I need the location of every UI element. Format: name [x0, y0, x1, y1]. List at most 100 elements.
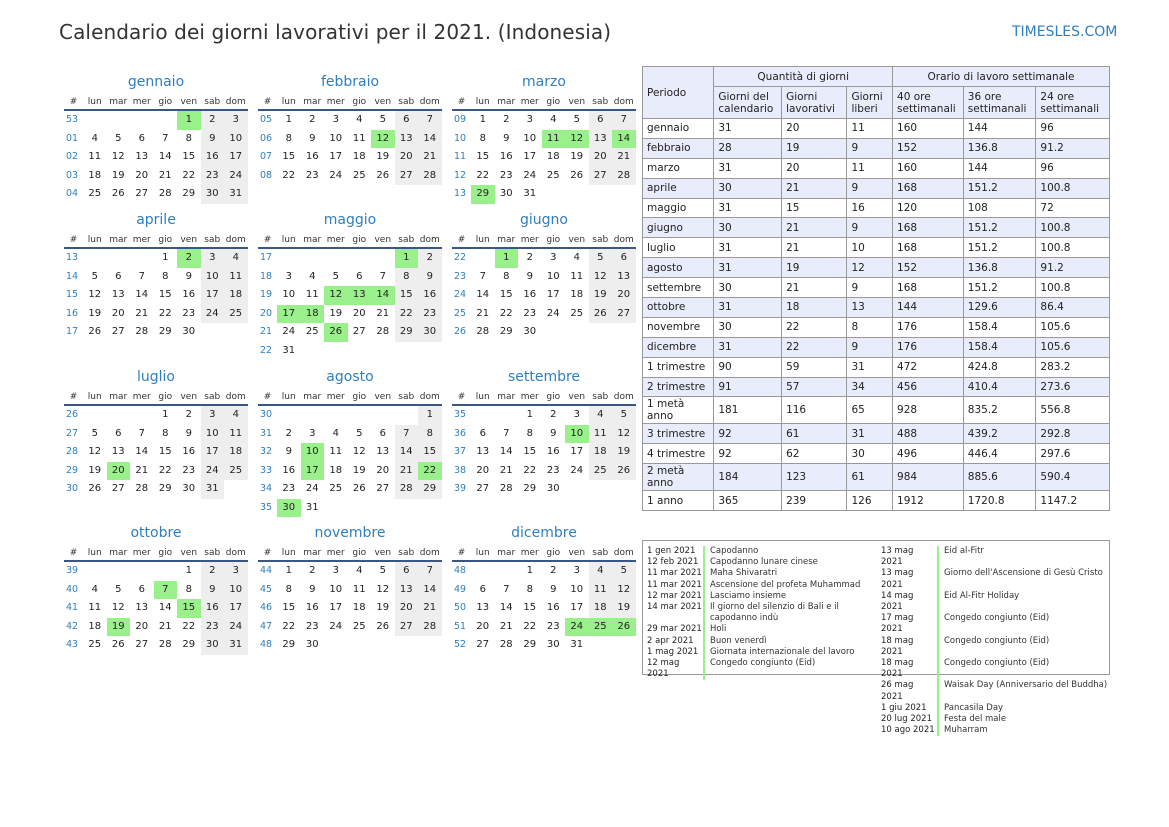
day-cell: 23: [499, 169, 513, 181]
value-cell: 91.2: [1035, 137, 1110, 159]
day-cell: 20: [376, 464, 390, 476]
day-cell: 13: [135, 151, 149, 162]
day-cell: 20: [135, 169, 149, 181]
table-row: 1 anno 365 239 126 1912 1720.8 1147.2: [641, 490, 1110, 512]
day-cell: 20: [394, 148, 418, 167]
day-cell: 21: [158, 169, 172, 181]
day-cell: 12: [588, 267, 612, 286]
value-cell: 292.8: [1035, 423, 1110, 445]
weekday-label: gio: [352, 548, 367, 558]
day-cell: 5: [115, 583, 122, 595]
empty-day-cell: [395, 406, 419, 425]
week-number: 38: [454, 464, 467, 476]
empty-day-cell: [83, 562, 107, 581]
weekday-label: sab: [398, 235, 415, 245]
day-cell: 21: [135, 307, 149, 319]
day-cell: 15: [418, 443, 442, 462]
value-cell: 30: [713, 316, 783, 338]
day-cell: 11: [541, 129, 565, 148]
day-cell: 16: [282, 464, 296, 476]
day-cell: 1: [285, 114, 292, 125]
week-number: 30: [66, 483, 79, 494]
holiday-name: Festa del male: [944, 714, 1007, 725]
empty-day-cell: [83, 406, 107, 425]
day-cell: 4: [588, 406, 612, 425]
week-row: 14 5 6 7 8 9 10 11: [64, 267, 248, 286]
week-row: 10 8 9 10 11 12 13 14: [452, 129, 636, 148]
day-cell: 14: [135, 446, 149, 457]
weekday-label: dom: [225, 235, 246, 245]
day-cell: 7: [418, 111, 442, 130]
week-row: 13 1 2 3 4: [64, 249, 248, 268]
day-cell: 17: [224, 599, 248, 618]
empty-day-cell: [589, 636, 613, 655]
value-cell: 11: [846, 118, 894, 139]
week-row: 23 7 8 9 10 11 12 13: [452, 267, 636, 286]
day-cell: 11: [329, 446, 343, 457]
value-cell: 885.6: [962, 463, 1037, 492]
day-cell: 19: [111, 169, 125, 181]
day-cell: 30: [499, 188, 513, 199]
day-cell: 10: [224, 129, 248, 148]
week-row: 50 13 14 15 16 17 18 19: [452, 599, 636, 618]
day-cell: 7: [418, 562, 442, 581]
weekday-label: dom: [419, 392, 440, 402]
day-cell: 6: [356, 270, 363, 282]
holiday-name: Congedo congiunto (Eid): [944, 635, 1050, 646]
day-cell: 8: [526, 583, 533, 595]
week-number: 02: [66, 151, 79, 162]
day-cell: 2: [177, 249, 201, 268]
empty-day-cell: [542, 185, 566, 204]
week-row: 20 17 18 19 20 21 22 23: [258, 304, 442, 323]
day-cell: 8: [185, 583, 192, 595]
day-cell: 23: [182, 307, 196, 319]
month-title: novembre: [314, 525, 386, 541]
empty-day-cell: [301, 406, 325, 425]
day-cell: 7: [503, 427, 510, 439]
day-cell: 15: [177, 599, 201, 618]
period-cell: marzo: [641, 157, 715, 179]
day-cell: 20: [106, 461, 130, 480]
column-header: Giorni liberi: [846, 86, 894, 119]
day-cell: 13: [376, 446, 390, 457]
day-cell: 14: [612, 129, 636, 148]
day-cell: 10: [523, 132, 537, 144]
week-row: 52 27 28 29 30 31: [452, 636, 636, 655]
day-cell: 6: [612, 249, 636, 268]
day-cell: 13: [476, 602, 490, 613]
day-cell: 26: [570, 169, 584, 181]
value-cell: 984: [892, 463, 964, 492]
empty-day-cell: [612, 480, 636, 499]
day-cell: 9: [526, 270, 533, 282]
table-row: 2 trimestre 91 57 34 456 410.4 273.6: [641, 376, 1110, 398]
day-cell: 9: [309, 132, 316, 144]
day-cell: 17: [200, 286, 224, 305]
week-row: 28 12 13 14 15 16 17 18: [64, 443, 248, 462]
table-row: novembre 30 22 8 176 158.4 105.6: [641, 316, 1110, 338]
empty-day-cell: [371, 499, 395, 518]
day-cell: 7: [394, 424, 418, 443]
value-cell: 22: [781, 316, 848, 338]
day-cell: 19: [88, 464, 102, 476]
weekday-label: dom: [225, 97, 246, 107]
day-cell: 1: [394, 249, 418, 268]
day-cell: 27: [394, 617, 418, 636]
weekday-label: mar: [497, 548, 516, 558]
value-cell: 158.4: [962, 336, 1037, 358]
weekday-label: mar: [497, 235, 516, 245]
value-cell: 160: [892, 157, 964, 179]
day-cell: 29: [282, 639, 296, 650]
day-cell: 4: [224, 249, 248, 268]
weekday-label: ven: [180, 97, 198, 107]
weekday-label: gio: [158, 235, 173, 245]
table-row: dicembre 31 22 9 176 158.4 105.6: [641, 336, 1110, 358]
day-cell: 20: [135, 620, 149, 632]
holiday-name: Giorno dell'Ascensione di Gesù Cristo: [944, 568, 1103, 579]
day-cell: 16: [499, 151, 513, 162]
week-number: 47: [260, 620, 273, 632]
day-cell: 13: [394, 129, 418, 148]
brand-link[interactable]: TIMESLES.COM: [1012, 24, 1118, 40]
value-cell: 158.4: [962, 316, 1037, 338]
day-cell: 15: [394, 286, 418, 305]
value-cell: 100.8: [1035, 277, 1110, 299]
